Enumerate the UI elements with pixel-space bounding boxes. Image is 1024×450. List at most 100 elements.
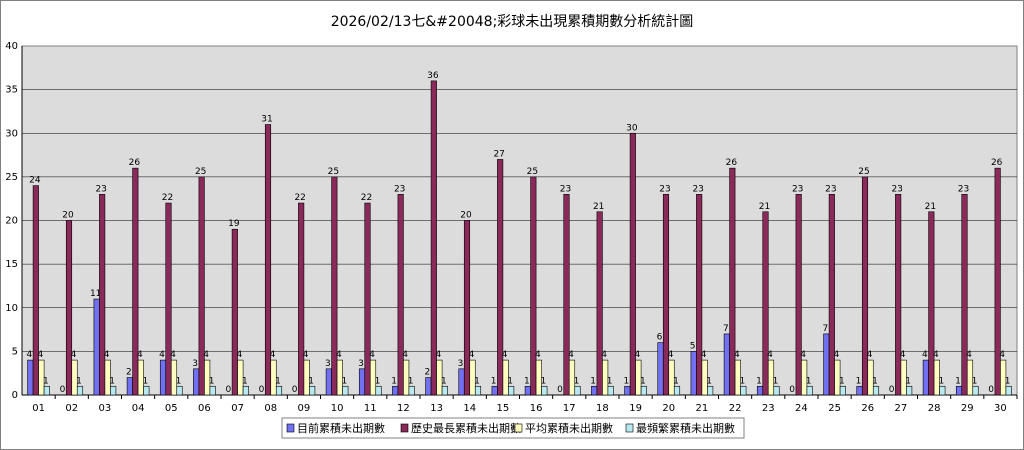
y-tick-label: 5	[12, 346, 18, 357]
data-label: 4	[922, 350, 928, 360]
bar	[430, 80, 437, 396]
bar	[375, 385, 382, 396]
bar	[403, 359, 410, 396]
data-label: 1	[109, 376, 115, 386]
x-tick-label: 17	[563, 403, 576, 414]
data-label: 23	[692, 184, 703, 194]
bar	[502, 359, 509, 396]
x-tick-label: 10	[331, 403, 344, 414]
bar	[966, 359, 974, 396]
data-label: 4	[37, 350, 43, 360]
data-label: 1	[574, 376, 580, 386]
bar	[524, 385, 531, 396]
data-label: 1	[43, 376, 49, 386]
data-label: 1	[540, 376, 546, 386]
legend: 目前累積未出期數 歷史最長累積未出期數 平均累積未出期數 最頻繁累積未出期數	[281, 417, 745, 439]
data-label: 26	[129, 158, 141, 168]
bar	[895, 194, 902, 396]
bar	[43, 385, 50, 396]
x-tick-label: 23	[762, 403, 775, 414]
bar	[602, 359, 609, 396]
bar	[408, 385, 415, 396]
x-tick-label: 29	[961, 403, 974, 414]
data-label: 21	[759, 202, 770, 212]
data-label: 3	[458, 359, 464, 369]
bar	[535, 359, 542, 396]
bar	[972, 385, 979, 396]
y-tick-label: 15	[5, 259, 18, 270]
legend-box	[281, 417, 745, 439]
data-label: 6	[657, 333, 663, 343]
x-tick-label: 30	[994, 403, 1007, 414]
bar	[170, 359, 178, 396]
bar	[137, 359, 144, 396]
x-tick-label: 13	[430, 403, 443, 414]
bar	[861, 176, 869, 396]
bar	[397, 194, 404, 396]
bar	[740, 385, 747, 396]
data-label: 1	[773, 376, 779, 386]
bar	[309, 385, 316, 396]
data-label: 4	[435, 350, 441, 360]
data-label: 22	[162, 193, 173, 203]
data-label: 1	[474, 376, 480, 386]
data-label: 27	[493, 149, 504, 159]
data-label: 25	[328, 167, 339, 177]
data-label: 0	[60, 385, 66, 395]
x-tick-label: 05	[165, 403, 178, 414]
bar	[126, 377, 133, 396]
bar	[132, 167, 139, 396]
bar	[867, 359, 874, 396]
bar	[635, 359, 642, 396]
data-label: 4	[535, 350, 541, 360]
data-label: 23	[958, 184, 969, 194]
chart-title: 2026/02/13七&#20048;彩球未出現累積期數分析統計圖	[331, 14, 694, 30]
data-label: 1	[408, 376, 414, 386]
x-tick-label: 22	[729, 403, 742, 414]
bar	[701, 359, 708, 396]
bar	[469, 359, 476, 396]
data-label: 1	[491, 376, 497, 386]
bar	[673, 385, 681, 396]
bar	[773, 385, 780, 396]
data-label: 19	[228, 219, 240, 229]
bar	[209, 385, 216, 396]
bar	[425, 377, 432, 396]
y-tick-label: 0	[12, 390, 18, 401]
data-label: 11	[90, 289, 101, 299]
data-label: 4	[668, 350, 674, 360]
data-label: 21	[925, 202, 936, 212]
bar	[104, 359, 111, 396]
bar	[723, 333, 730, 396]
data-label: 4	[734, 350, 740, 360]
data-label: 4	[469, 350, 475, 360]
bar	[568, 359, 576, 396]
bar	[640, 385, 647, 396]
plot-area: 0510152025303540014244102020410311234104…	[5, 41, 1018, 414]
x-tick-label: 20	[662, 403, 675, 414]
bar	[563, 194, 570, 396]
x-tick-label: 21	[696, 403, 709, 414]
legend-label: 目前累積未出期數	[297, 421, 385, 435]
data-label: 4	[999, 350, 1005, 360]
data-label: 4	[270, 350, 276, 360]
y-tick-label: 40	[5, 41, 18, 52]
x-tick-label: 24	[795, 403, 808, 414]
data-label: 1	[607, 376, 613, 386]
data-label: 4	[767, 350, 773, 360]
legend-swatch	[400, 423, 409, 433]
data-label: 5	[690, 341, 696, 351]
bar	[99, 194, 106, 396]
x-tick-label: 28	[928, 403, 941, 414]
x-tick-label: 26	[861, 403, 874, 414]
bar	[834, 359, 841, 396]
x-tick-label: 18	[596, 403, 609, 414]
data-label: 3	[358, 359, 364, 369]
data-label: 20	[62, 211, 74, 221]
x-tick-label: 06	[198, 403, 211, 414]
bar	[729, 167, 736, 396]
data-label: 0	[988, 385, 994, 395]
bar	[624, 385, 631, 396]
bar	[795, 194, 802, 396]
bar	[497, 159, 504, 396]
